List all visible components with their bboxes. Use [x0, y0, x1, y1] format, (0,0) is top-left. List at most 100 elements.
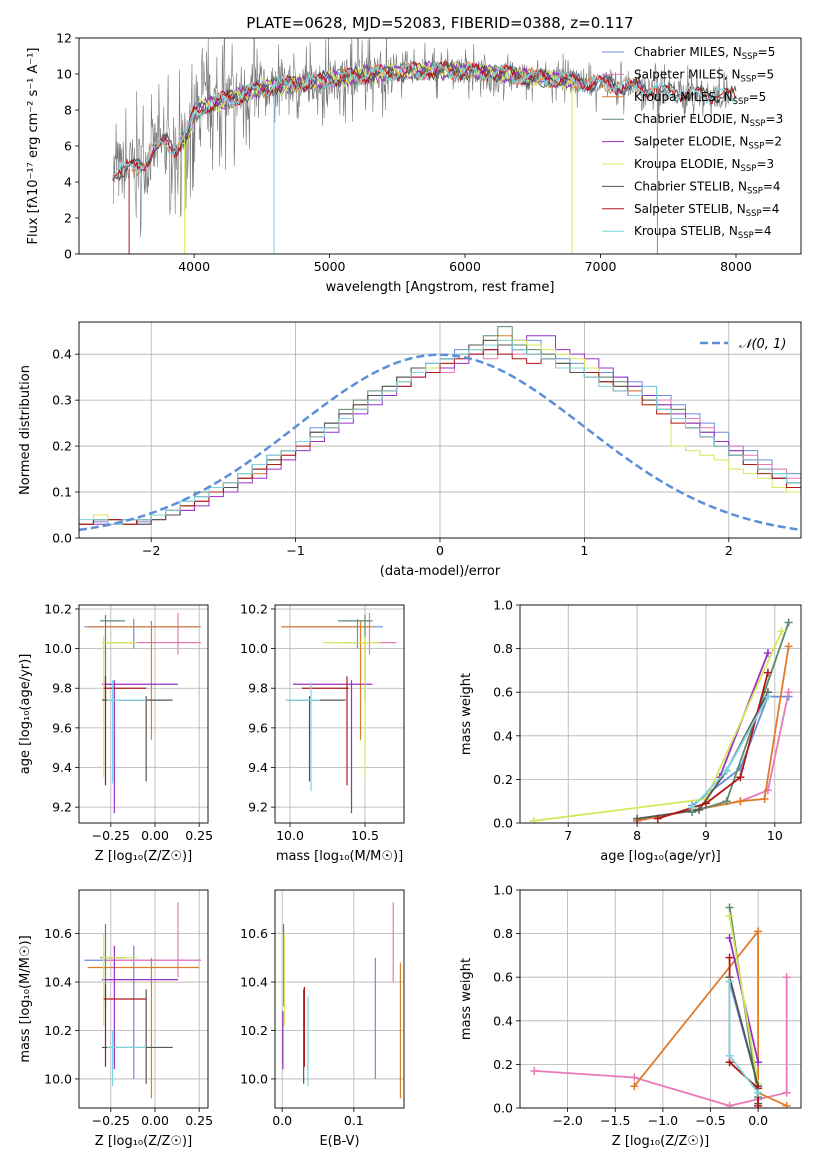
x-tick-label: 0.0: [748, 1113, 768, 1128]
y-tick-label: 9.2: [52, 800, 72, 815]
legend-tail: =5: [758, 45, 776, 59]
weight-marker: [754, 1101, 763, 1108]
weight-line: [657, 672, 769, 820]
legend-tail: =3: [766, 112, 784, 126]
spectrum-legend: Chabrier MILES, NSSP=5 Salpeter MILES, NS…: [602, 45, 783, 241]
y-tick-label: 2: [64, 211, 72, 226]
data-point-kroupa-stelib: [285, 682, 320, 792]
data-point-kroupa-miles: [87, 957, 200, 1099]
y-tick-label: 9.4: [52, 760, 72, 775]
y-tick-label: 10.2: [44, 1023, 72, 1038]
weight-marker: [725, 933, 734, 942]
y-axis-label: Normed distribution: [18, 365, 33, 495]
y-axis-label: Flux [fλ10⁻¹⁷ erg cm⁻² s⁻¹ A⁻¹]: [26, 48, 41, 245]
legend-label: Salpeter ELODIE, NSSP=2: [634, 135, 782, 152]
x-tick-label: 10.0: [276, 828, 304, 843]
legend-subscript: SSP: [733, 97, 749, 107]
x-axis-label: Z [log₁₀(Z/Z☉)]: [612, 1134, 709, 1149]
legend-tail: =4: [754, 224, 772, 238]
legend-subscript: SSP: [741, 74, 757, 84]
data-point-salpeter-stelib: [302, 676, 349, 786]
weight-line: [728, 916, 759, 1085]
grid: [275, 890, 404, 1108]
axes-frame: [274, 889, 405, 1109]
data-point-kroupa-elodie: [101, 933, 138, 1026]
data-point-kroupa-elodie: [323, 636, 380, 778]
legend-label: Salpeter MILES, NSSP=5: [634, 67, 774, 84]
panel-age_weight: 7 8 9 10 0.0 0.2 0.4 0.6 0.8 1.0 age [log₁₀(age/yr…: [459, 598, 802, 864]
legend-label: 𝒩(0, 1): [739, 337, 786, 352]
weight-marker: [763, 648, 772, 657]
weight-marker: [777, 627, 786, 636]
y-tick-label: 10.0: [44, 641, 72, 656]
plot-area: [112, 38, 737, 254]
legend-label: Salpeter STELIB, NSSP=4: [634, 202, 779, 219]
y-tick-label: 1.0: [493, 883, 513, 898]
y-tick-label: 10.2: [240, 601, 268, 616]
y-tick-label: 0.8: [493, 926, 513, 941]
plot-area: [84, 902, 201, 1099]
legend-subscript: SSP: [747, 186, 763, 196]
plot-area: [529, 618, 793, 823]
x-axis-label: wavelength [Angstrom, rest frame]: [326, 280, 555, 295]
y-tick-label: 0.1: [52, 485, 72, 500]
legend-subscript: SSP: [741, 164, 757, 174]
model-spectrum-kroupa-stelib: [112, 61, 737, 179]
x-axis-label: mass [log₁₀(M/M☉)]: [276, 849, 403, 864]
x-tick-label: 2: [725, 543, 733, 558]
y-tick-label: 0.2: [493, 772, 513, 787]
y-tick-label: 0.0: [493, 1101, 513, 1116]
data-point-salpeter-stelib: [103, 676, 147, 786]
y-tick-label: 10.0: [240, 1071, 268, 1086]
y-tick-label: 0.4: [52, 347, 72, 362]
x-tick-label: 9: [702, 828, 710, 843]
plot-area: [282, 902, 402, 1099]
y-axis-label: mass [log₁₀(M/M☉)]: [18, 935, 33, 1062]
grid: [79, 605, 208, 823]
legend-tail: =4: [763, 179, 781, 193]
y-tick-label: 9.6: [52, 720, 72, 735]
axes-frame: [78, 889, 209, 1109]
x-tick-label: −0.25: [92, 828, 130, 843]
y-tick-label: 9.8: [248, 681, 268, 696]
y-tick-label: 10.0: [44, 1071, 72, 1086]
plot-area: [281, 612, 397, 814]
weight-line: [636, 691, 769, 820]
weight-marker: [725, 912, 734, 921]
grid: [275, 605, 404, 823]
legend-label: Kroupa STELIB, NSSP=4: [634, 224, 772, 241]
x-tick-label: 0.25: [185, 828, 213, 843]
weight-marker: [763, 668, 772, 677]
data-point-salpeter-stelib: [103, 984, 147, 1067]
y-tick-label: 8: [64, 103, 72, 118]
x-axis-label: (data-model)/error: [380, 564, 501, 579]
weight-marker: [722, 766, 731, 775]
data-point-salpeter-elodie: [101, 680, 178, 814]
panel-spectrum: 4000 5000 6000 7000 8000 0 2 4 6 8 10 12 wavelength …: [26, 31, 802, 295]
x-axis-label: Z [log₁₀(Z/Z☉)]: [95, 849, 192, 864]
normal-distribution-curve: [79, 353, 801, 532]
x-tick-label: −1.5: [600, 1113, 630, 1128]
x-tick-label: 0.0: [272, 1113, 292, 1128]
y-tick-label: 9.6: [248, 720, 268, 735]
data-point-kroupa-miles: [87, 620, 200, 740]
x-axis-label: age [log₁₀(age/yr)]: [600, 849, 721, 864]
x-tick-label: 7: [564, 828, 572, 843]
weight-marker: [725, 977, 734, 986]
panel-z_mass: −0.25 0.00 0.25 10.0 10.2 10.4 10.6 Z [log₁₀(Z/…: [18, 889, 213, 1149]
axes-frame: [519, 604, 802, 824]
weight-marker: [529, 816, 538, 823]
y-tick-label: 10.2: [240, 1023, 268, 1038]
x-tick-label: 4000: [178, 259, 210, 274]
weight-marker: [763, 692, 772, 701]
weight-marker: [754, 927, 763, 936]
legend-label: Kroupa ELODIE, NSSP=3: [634, 157, 774, 174]
x-tick-label: 10.5: [351, 828, 379, 843]
y-tick-label: 0.0: [493, 816, 513, 831]
legend-label: Chabrier STELIB, NSSP=4: [634, 179, 781, 196]
y-tick-label: 0: [64, 247, 72, 262]
x-tick-label: 1: [580, 543, 588, 558]
weight-marker: [725, 1051, 734, 1060]
legend-subscript: SSP: [746, 209, 762, 219]
y-tick-label: 10: [56, 67, 72, 82]
